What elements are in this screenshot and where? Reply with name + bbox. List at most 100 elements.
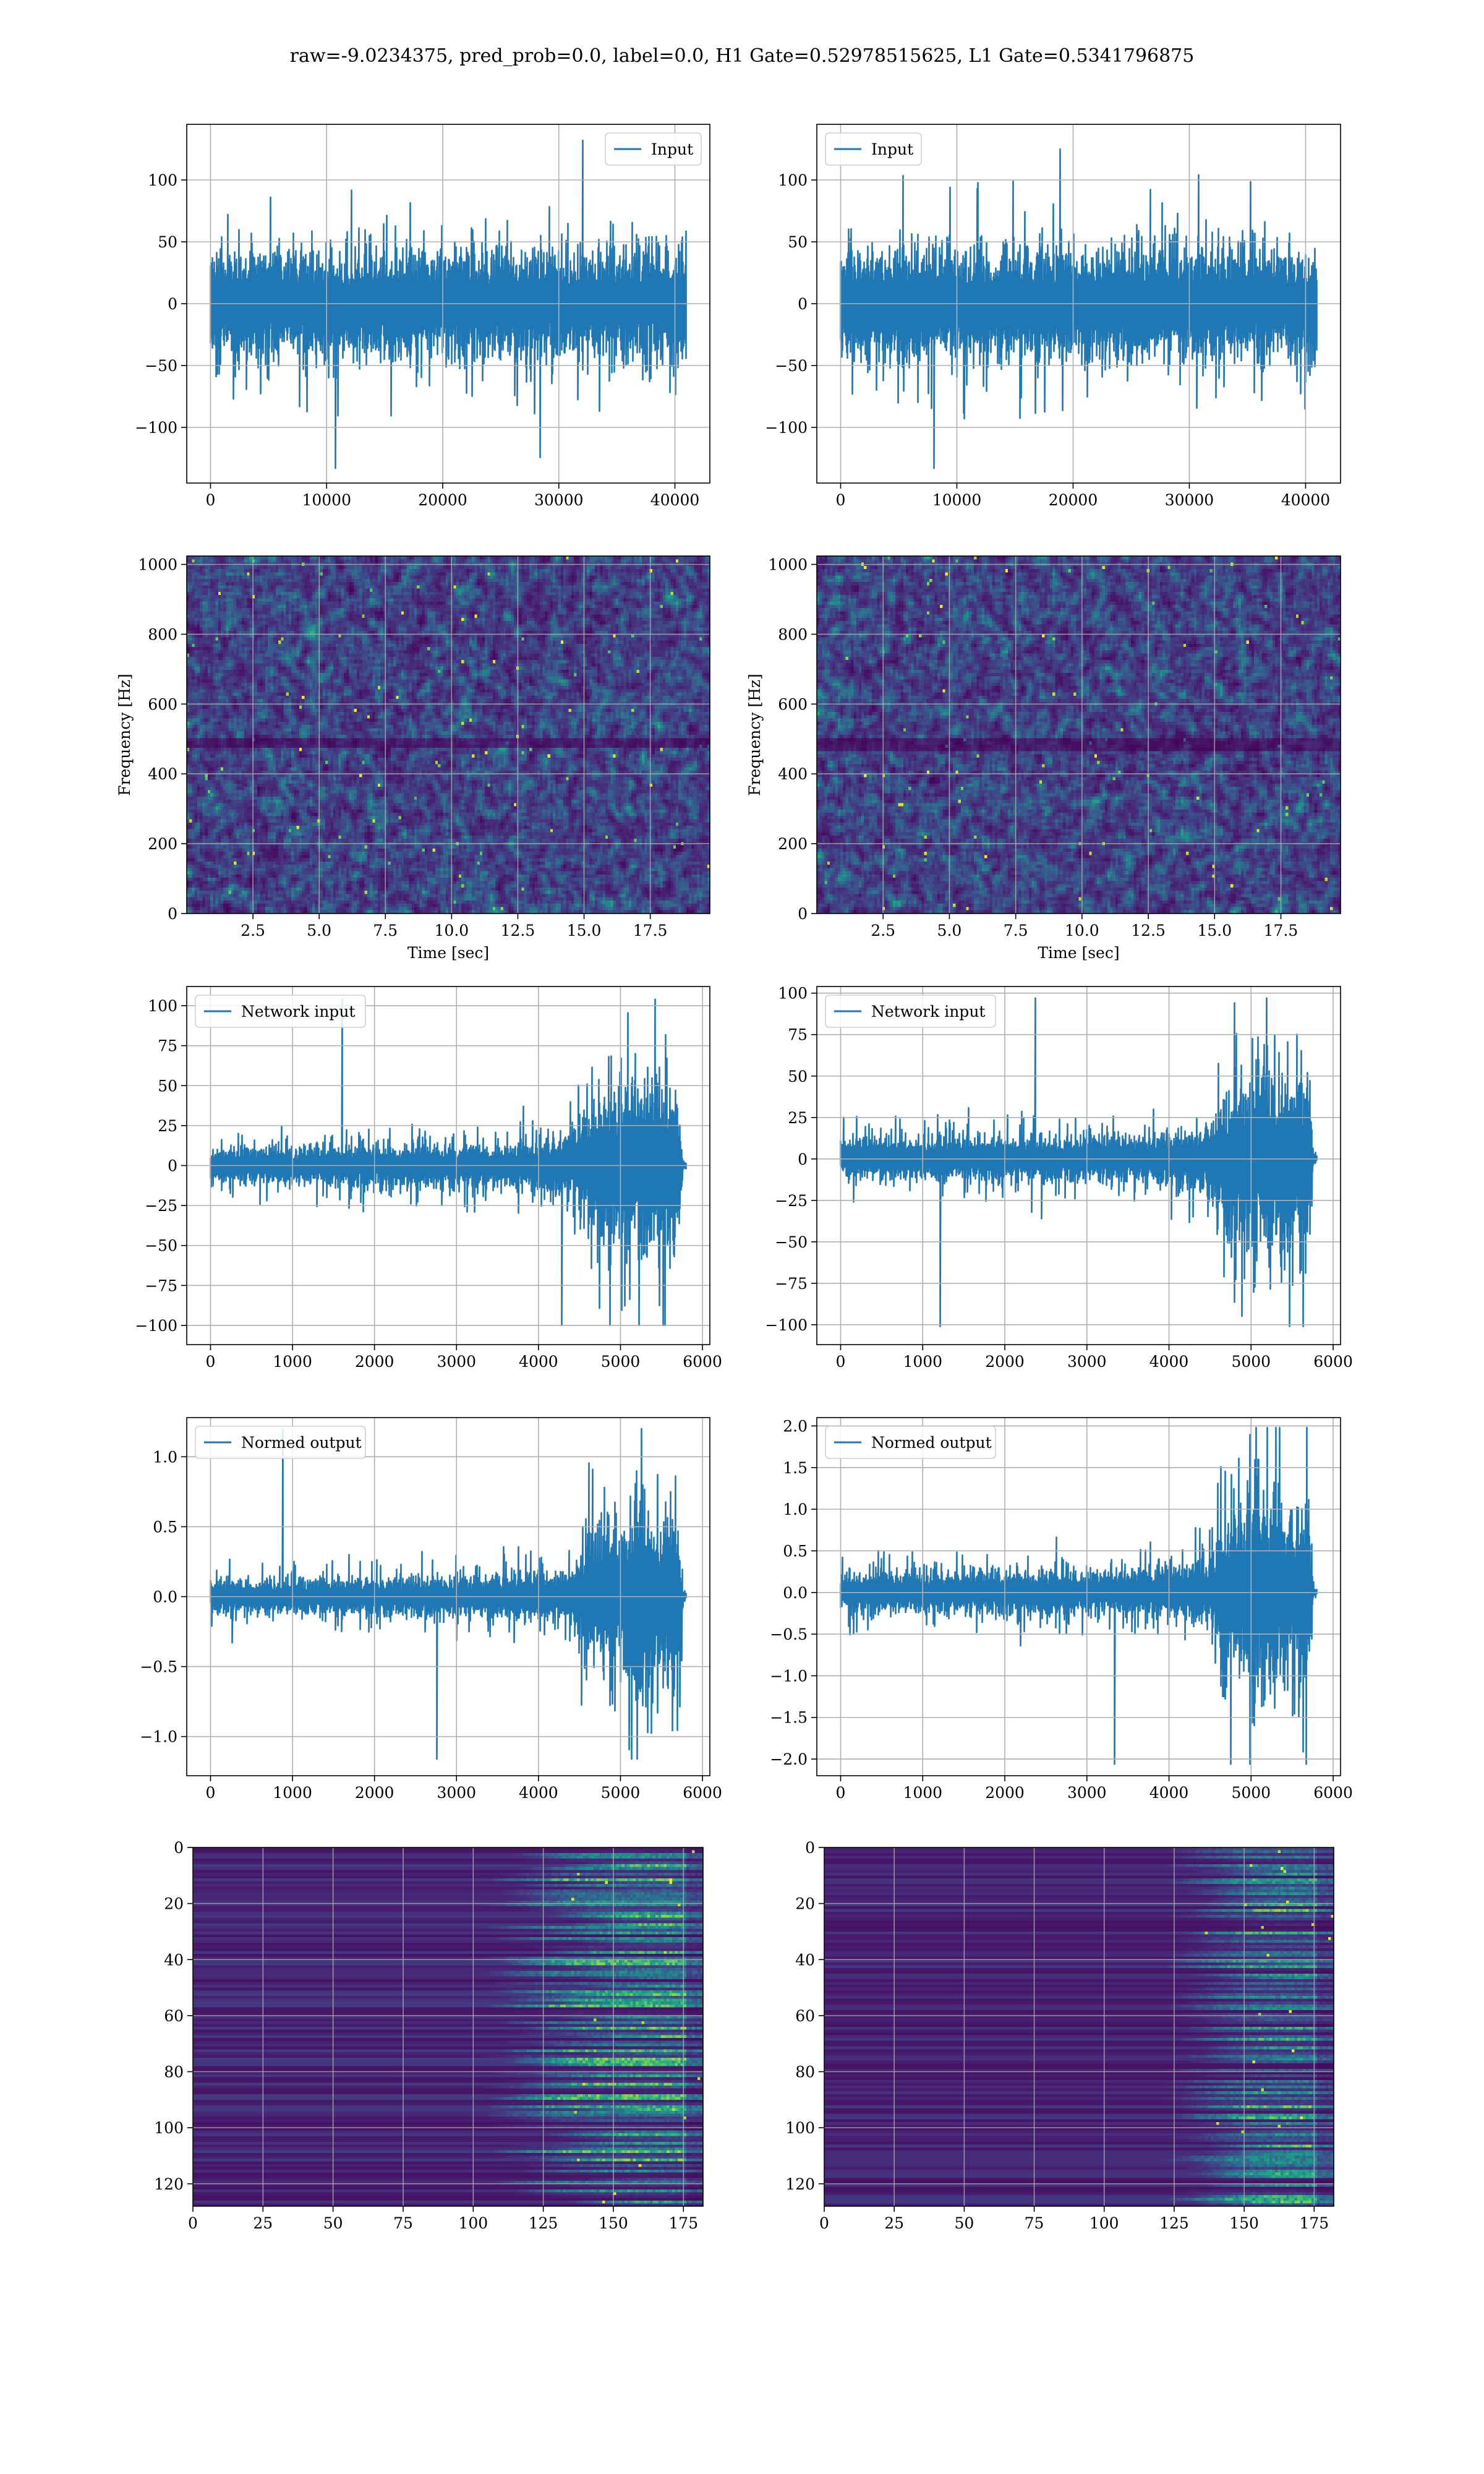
legend-box [605,132,702,166]
x-tick-label: 5000 [601,1784,641,1802]
panel-network-input-h1: 0 1000 2000 3000 4000 5000 6000 −100 −75 −50 −25 0 2… [135,986,722,1371]
x-tick-label: 3000 [1067,1353,1107,1371]
panel-spectrogram-h1: 2.5 5.0 7.5 10.0 12.5 15.0 17.5 0 200 400 600 800 10… [116,555,710,962]
x-tick-label: 0 [206,491,216,509]
y-tick-label: 20 [164,1895,184,1913]
x-tick-label: 12.5 [1131,922,1166,940]
series-layer [840,997,1318,1327]
x-tick-label: 4000 [1149,1353,1189,1371]
grid [817,987,1341,1345]
y-tick-label: 0 [168,295,177,313]
panel-normed-output-h1: 0 1000 2000 3000 4000 5000 6000 −1.0 −0.5 0.0 0.5 1… [140,1417,722,1802]
y-axis: −100 −75 −50 −25 0 25 50 75 100 [135,997,187,1335]
y-tick-label: 25 [158,1117,177,1135]
y-tick-label: −50 [145,357,177,375]
legend: Input [825,132,922,166]
panel-input-h1: 0 10000 20000 30000 40000 −100 −50 0 50 100 Input [135,124,710,509]
y-tick-label: 1.0 [153,1448,177,1466]
y-tick-label: 400 [778,765,808,783]
y-tick-label: −50 [775,357,808,375]
series-layer [210,998,687,1327]
y-tick-label: 100 [148,997,177,1015]
plot-area [817,556,1341,914]
grid [193,1847,703,2206]
x-tick-label: 3000 [437,1353,476,1371]
y-tick-label: 1.5 [783,1459,808,1477]
x-tick-label: 2000 [355,1353,394,1371]
y-tick-label: 60 [164,2007,184,2025]
y-tick-label: 50 [788,233,808,251]
y-tick-label: 50 [158,1077,177,1095]
x-tick-label: 25 [253,2214,273,2232]
y-tick-label: 80 [164,2063,184,2081]
y-tick-label: 600 [778,695,808,713]
y-tick-label: 100 [148,171,177,189]
y-tick-label: 50 [158,233,177,251]
y-tick-label: 0 [168,905,177,923]
y-axis-label: Frequency [Hz] [116,674,134,796]
y-tick-label: −50 [775,1233,808,1251]
y-tick-label: 0 [805,1839,815,1857]
y-tick-label: −2.0 [770,1750,808,1768]
x-tick-label: 5.0 [307,922,331,940]
y-tick-label: 1000 [138,556,177,574]
grid [187,124,710,483]
x-axis: 0 1000 2000 3000 4000 5000 6000 [836,1776,1353,1802]
axes-frame [186,555,710,914]
x-tick-label: 0 [836,1353,846,1371]
y-tick-label: −25 [775,1192,808,1210]
plot-area [817,987,1341,1345]
axes-frame [816,1417,1341,1776]
panel-network-input-l1: 0 1000 2000 3000 4000 5000 6000 −100 −75 −50 −25 0 2… [765,985,1353,1371]
plot-area [187,987,710,1345]
x-tick-label: 0 [836,1784,846,1802]
x-tick-label: 30000 [1165,491,1214,509]
panel-input-l1: 0 10000 20000 30000 40000 −100 −50 0 50 100 Input [765,124,1341,509]
x-tick-label: 0 [836,491,846,509]
y-tick-label: −100 [765,419,808,437]
y-axis-label: Frequency [Hz] [746,674,764,796]
axes-frame [192,1847,704,2207]
y-tick-label: −100 [135,419,177,437]
y-tick-label: 1000 [768,556,808,574]
y-axis: −2.0 −1.5 −1.0 −0.5 0.0 0.5 1.0 1.5 2.0 [770,1417,817,1768]
x-tick-label: 5.0 [937,922,962,940]
plot-area [824,1847,1334,2206]
y-axis: 0 20 40 60 80 100 120 [154,1839,193,2193]
x-tick-label: 25 [884,2214,904,2232]
y-tick-label: −0.5 [770,1625,808,1643]
axes-frame [824,1847,1334,2207]
grid [187,556,710,914]
x-tick-label: 125 [529,2214,558,2232]
signal-line [840,148,1318,469]
x-tick-label: 50 [954,2214,974,2232]
y-tick-label: 0.5 [783,1542,808,1560]
axes-frame [816,986,1341,1345]
y-tick-label: −75 [145,1277,177,1295]
plot-area [187,1418,710,1776]
x-tick-label: 175 [1299,2214,1329,2232]
x-axis: 2.5 5.0 7.5 10.0 12.5 15.0 17.5 [241,914,667,940]
y-axis: −100 −50 0 50 100 [765,171,817,437]
x-tick-label: 40000 [650,491,700,509]
x-tick-label: 1000 [903,1784,942,1802]
x-axis: 0 25 50 75 100 125 150 175 [188,2206,698,2232]
legend-box [825,132,922,166]
x-axis: 0 10000 20000 30000 40000 [206,483,700,509]
y-axis: −1.0 −0.5 0.0 0.5 1.0 [140,1448,187,1746]
x-tick-label: 75 [1025,2214,1044,2232]
x-tick-label: 20000 [1049,491,1098,509]
y-tick-label: 0 [168,1157,177,1175]
x-tick-label: 7.5 [1004,922,1028,940]
y-tick-label: 400 [148,765,177,783]
x-tick-label: 10000 [302,491,351,509]
x-tick-label: 4000 [519,1784,558,1802]
plot-area [187,556,710,914]
x-tick-label: 0 [819,2214,829,2232]
grid [817,1418,1341,1776]
legend: Normed output [195,1426,366,1459]
x-tick-label: 20000 [418,491,467,509]
y-axis: 0 20 40 60 80 100 120 [785,1839,824,2193]
x-tick-label: 7.5 [373,922,398,940]
heatmap-image [824,1847,1334,2206]
